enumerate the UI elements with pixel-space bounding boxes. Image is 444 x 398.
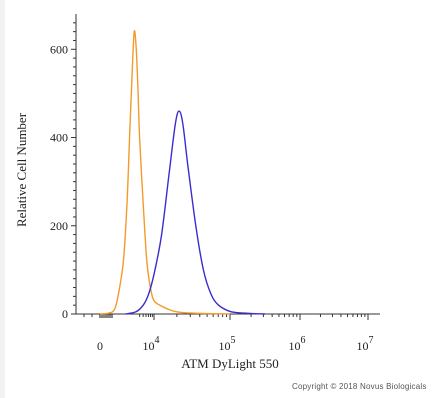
x-tick-label: 106 <box>289 335 306 353</box>
labels-layer: 0 200 400 600 0 104 105 106 107 ATM DyLight 550 Re… <box>14 42 374 371</box>
axes <box>71 14 380 320</box>
series-layer <box>99 30 266 315</box>
y-tick-label: 200 <box>50 219 68 233</box>
y-tick-label: 600 <box>50 42 68 56</box>
x-tick-label: 105 <box>219 335 236 353</box>
x-tick-label: 107 <box>357 335 374 353</box>
series-line-2 <box>125 110 266 315</box>
x-tick-label: 104 <box>143 335 160 353</box>
series-line-1 <box>99 30 231 315</box>
frame-edge <box>0 0 5 398</box>
y-axis-title: Relative Cell Number <box>14 112 29 227</box>
x-tick-label: 0 <box>97 339 103 353</box>
x-axis-title: ATM DyLight 550 <box>181 356 279 371</box>
y-tick-label: 0 <box>62 307 68 321</box>
copyright-text: Copyright © 2018 Novus Biologicals <box>292 382 427 391</box>
y-tick-label: 400 <box>50 131 68 145</box>
